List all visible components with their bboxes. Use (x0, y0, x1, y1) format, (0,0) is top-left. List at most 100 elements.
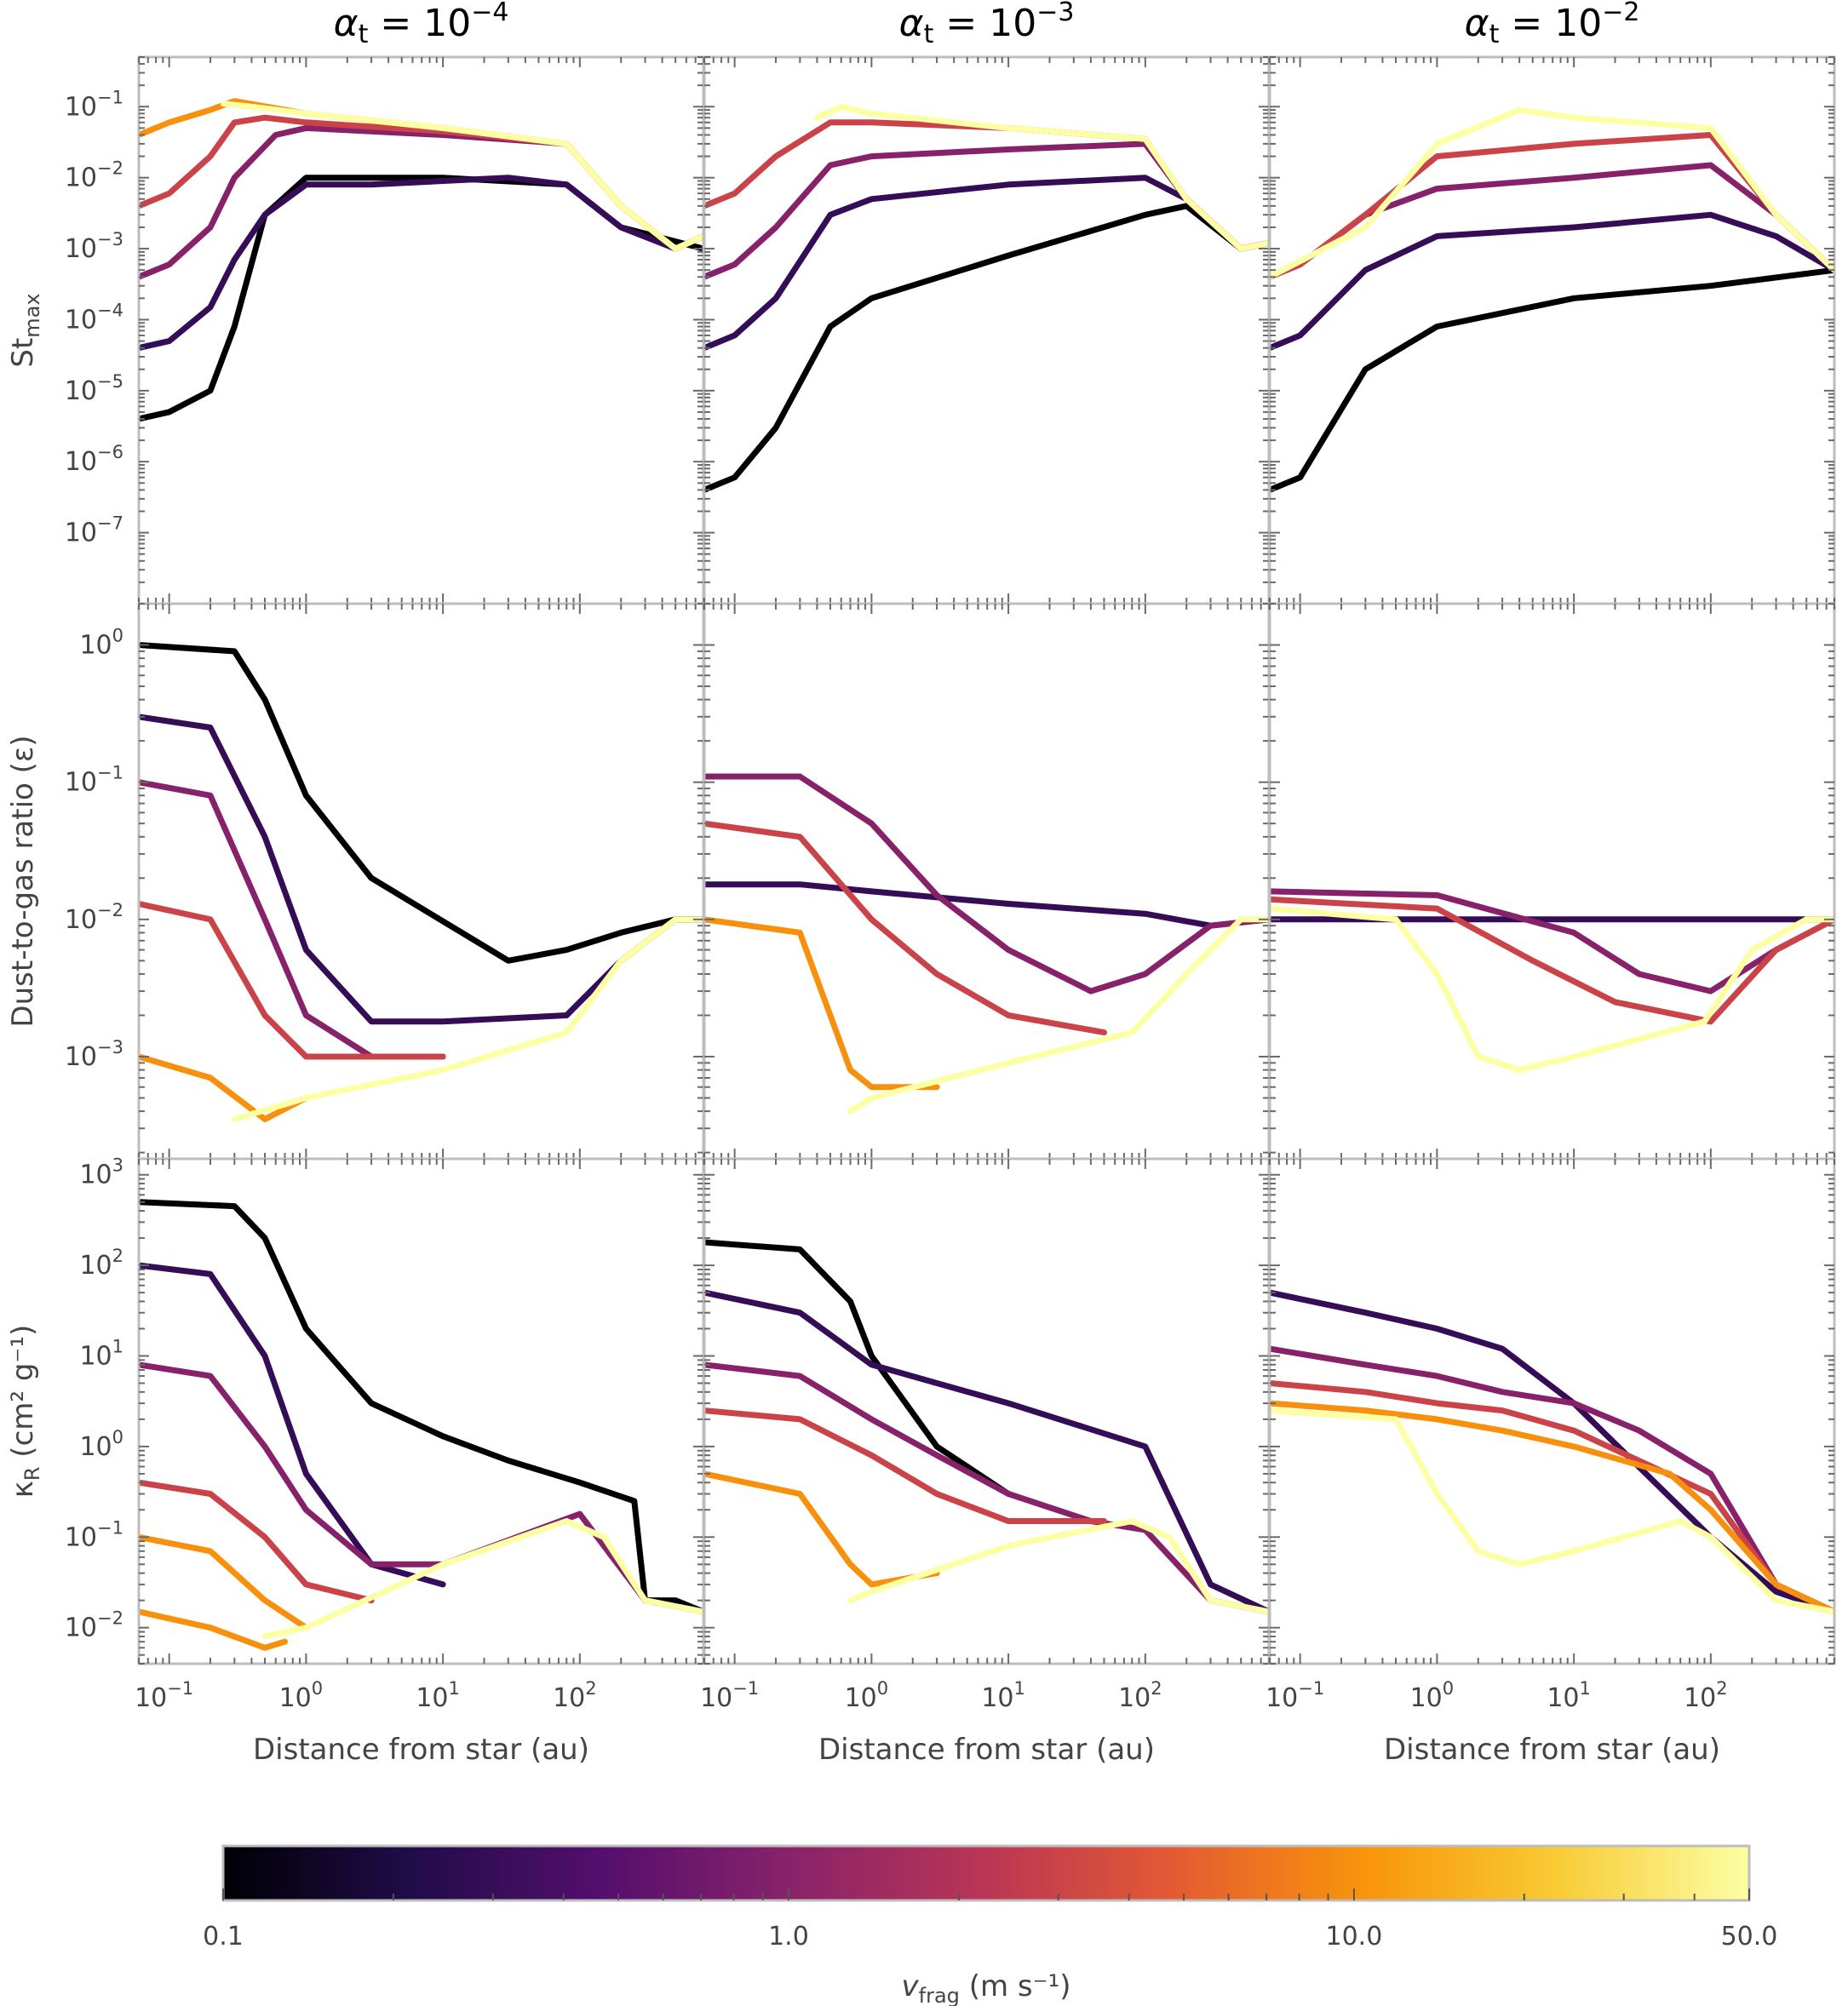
x-axis-label: Distance from star (au) (818, 1733, 1155, 1767)
text-part: 10 (79, 631, 112, 661)
text-part: −2 (97, 900, 123, 920)
series-line-vfrag-1-2 (704, 140, 1269, 280)
y-tick-label: 10−5 (65, 371, 123, 406)
text-part: 10 (65, 1042, 97, 1072)
series-line-vfrag-0_3-1 (704, 1289, 1269, 1615)
series-group (139, 642, 703, 1122)
series-line-vfrag-0_3-1 (1270, 211, 1834, 352)
column-title-1: αt = 10−3 (899, 0, 1075, 49)
series-line-vfrag-0_3-1 (139, 714, 703, 1025)
text-part: 1 (1580, 1678, 1591, 1699)
colorbar-tick-label: 1.0 (768, 1922, 809, 1952)
y-axis-label-eps: Dust-to-gas ratio (ε) (6, 735, 40, 1027)
series-line-vfrag-1-2 (704, 1361, 1269, 1615)
colorbar: 0.1 1.0 10.0 50.0 vfrag (m s⁻¹) (203, 1844, 1778, 2006)
text-part: 10 (79, 1342, 112, 1372)
tick-marks (138, 603, 704, 1159)
text-part: −1 (167, 1678, 193, 1699)
text-part: 10 (65, 905, 97, 935)
text-part: ε) (6, 735, 40, 762)
text-part: St (6, 338, 40, 368)
series-line-vfrag-0_3-0 (704, 881, 1269, 929)
text-part: 10 (1118, 1683, 1151, 1713)
text-part: 2 (585, 1678, 596, 1699)
text-part: 1 (449, 1678, 460, 1699)
text-part: 10 (65, 234, 97, 264)
series-line-vfrag-10-4 (139, 1053, 309, 1122)
text-part: 10 (553, 1683, 585, 1713)
y-tick-label: 10−1 (65, 1517, 123, 1552)
text-part: 10 (79, 1161, 112, 1190)
series-line-vfrag-0_1-0 (139, 1199, 703, 1615)
text-part: t (924, 20, 934, 49)
text-part: 2 (1716, 1678, 1727, 1699)
text-part: −4 (471, 0, 508, 27)
text-part: 10 (65, 305, 97, 335)
text-part: −4 (97, 300, 123, 320)
text-part: 2 (112, 1246, 123, 1266)
text-part: = 10 (1499, 2, 1602, 45)
series-line-vfrag-0_3-1 (139, 175, 703, 352)
text-part: 10 (1684, 1683, 1716, 1713)
x-tick-label: 10−1 (1265, 1678, 1324, 1713)
series-line-vfrag-3-3 (1270, 132, 1834, 280)
panel-frame (1268, 602, 1836, 1161)
colorbar-gradient (223, 1846, 1749, 1900)
colorbar-tick-label: 0.1 (203, 1922, 244, 1952)
panel-frame (1268, 55, 1836, 605)
x-tick-label: 100 (279, 1678, 324, 1713)
series-line-vfrag-0_1-0 (139, 642, 703, 964)
series-line-vfrag-50-5 (847, 1518, 1269, 1615)
text-part: α (899, 2, 924, 45)
text-part: 3 (112, 1155, 123, 1176)
x-tick-label: 101 (1547, 1678, 1591, 1713)
text-part: α (334, 2, 359, 45)
text-part: 10 (981, 1683, 1013, 1713)
series-line-vfrag-0_1-0 (1270, 267, 1834, 493)
series-line-vfrag-3-3 (704, 1407, 1107, 1524)
series-line-vfrag-0_1-0 (704, 1239, 1012, 1497)
text-part: κ (6, 1481, 40, 1498)
text-part: 10 (416, 1683, 448, 1713)
text-part: R (20, 1467, 44, 1482)
y-tick-label: 103 (79, 1155, 123, 1190)
y-tick-label: 10−3 (65, 229, 123, 264)
text-part: −1 (97, 87, 123, 107)
x-axis-label: Distance from star (au) (253, 1733, 589, 1767)
series-line-vfrag-50-4 (1270, 106, 1834, 280)
text-part: t (359, 20, 369, 49)
tick-marks (1269, 603, 1835, 1159)
series-group (1270, 1289, 1834, 1615)
x-tick-label: 102 (1118, 1678, 1162, 1713)
text-part: 10 (65, 1613, 97, 1643)
text-part: −1 (97, 1517, 123, 1538)
panel-r0-c2 (1268, 55, 1836, 605)
text-part: v (902, 1969, 920, 2003)
y-tick-label: 102 (79, 1246, 123, 1281)
plot-grid: αt = 10−4 αt = 10−3 αt = 10−210−110−210−31… (6, 0, 1836, 1767)
text-part: (cm² g⁻¹) (6, 1325, 40, 1467)
series-group (139, 98, 703, 422)
text-part: 10 (65, 163, 97, 193)
column-title-2: αt = 10−2 (1465, 0, 1640, 49)
text-part: 10 (1547, 1683, 1579, 1713)
y-tick-label: 10−2 (65, 158, 123, 193)
text-part: 1 (112, 1337, 123, 1357)
text-part: frag (919, 1984, 960, 2006)
colorbar-tick-label: 50.0 (1721, 1922, 1778, 1952)
series-line-vfrag-50-4 (813, 103, 1269, 252)
panel-r0-c1 (703, 55, 1271, 605)
text-part: = 10 (933, 2, 1036, 45)
panel-frame (137, 1157, 705, 1665)
tick-marks (703, 1159, 1270, 1665)
series-group (704, 773, 1269, 1115)
series-line-vfrag-10-3 (704, 916, 940, 1091)
text-part: −1 (97, 763, 123, 783)
text-part: −6 (97, 442, 123, 462)
text-part: −3 (97, 229, 123, 249)
text-part: −2 (1602, 0, 1639, 27)
tick-marks (138, 1159, 704, 1665)
panel-r1-c2 (1268, 602, 1836, 1161)
